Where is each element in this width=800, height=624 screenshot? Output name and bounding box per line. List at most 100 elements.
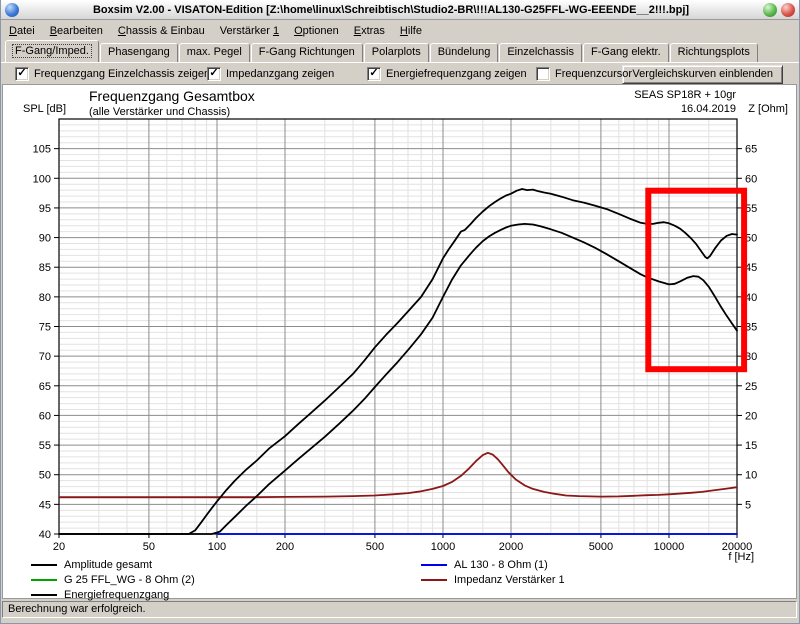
chart-panel: 40 45 50 55 60 65 70 75 80 85 90 95 100 105 5 10 15 20 25 3… bbox=[2, 84, 797, 601]
checkbox-label: Frequenzcursor bbox=[555, 68, 633, 80]
checkbox-label: Frequenzgang Einzelchassis zeigen bbox=[34, 68, 211, 80]
z-tick-label-5: 5 bbox=[745, 499, 751, 511]
options-toolbar: Vergleichskurven einblenden ✓ Frequenzgan… bbox=[1, 62, 799, 84]
compare-curves-button[interactable]: Vergleichskurven einblenden bbox=[622, 65, 783, 84]
f-tick-label-20: 20 bbox=[53, 541, 65, 553]
tab-label: Bündelung bbox=[437, 46, 491, 58]
tab-phasengang[interactable]: Phasengang bbox=[99, 43, 178, 62]
chart-subtitle: (alle Verstärker und Chassis) bbox=[89, 106, 231, 118]
legend-label: G 25 FFL_WG - 8 Ohm (2) bbox=[64, 574, 195, 586]
annotation-rect-highlight bbox=[645, 187, 748, 373]
z-tick-label-40: 40 bbox=[745, 292, 757, 304]
tab-f-gang-imped-[interactable]: F-Gang/Imped. bbox=[5, 40, 99, 62]
f-tick-label-5000: 5000 bbox=[589, 541, 613, 553]
legend-item-impedanz-verst-rker-1: Impedanz Verstärker 1 bbox=[421, 574, 565, 586]
menu-item-datei[interactable]: Datei bbox=[9, 24, 35, 37]
y-axis-left-label: SPL [dB] bbox=[23, 103, 67, 115]
window-title: Boxsim V2.00 - VISATON-Edition [Z:\home\… bbox=[92, 3, 690, 16]
status-message: Berechnung war erfolgreich. bbox=[8, 603, 146, 615]
checkbox-box[interactable]: ✓ bbox=[367, 67, 381, 81]
spl-tick-label-55: 55 bbox=[39, 440, 51, 452]
f-tick-label-10000: 10000 bbox=[654, 541, 685, 553]
checkbox-frequenzcursor[interactable]: Frequenzcursor bbox=[536, 67, 632, 81]
f-tick-label-1000: 1000 bbox=[431, 541, 455, 553]
tab-f-gang-elektr-[interactable]: F-Gang elektr. bbox=[582, 43, 669, 62]
menu-item-hilfe[interactable]: Hilfe bbox=[399, 24, 422, 37]
tab-richtungsplots[interactable]: Richtungsplots bbox=[669, 43, 758, 62]
spl-tick-label-40: 40 bbox=[39, 529, 51, 541]
menu-item-chassis-einbau[interactable]: Chassis & Einbau bbox=[117, 24, 205, 37]
spl-tick-label-105: 105 bbox=[33, 144, 51, 156]
tab-label: F-Gang elektr. bbox=[590, 46, 661, 58]
curve-impedanz-verst-rker-1 bbox=[58, 451, 738, 499]
spl-tick-label-90: 90 bbox=[39, 233, 51, 245]
checkbox-box[interactable]: ✓ bbox=[15, 67, 29, 81]
checkbox-energiefrequenzgang-zeigen[interactable]: ✓ Energiefrequenzgang zeigen bbox=[367, 67, 527, 81]
tab-label: Phasengang bbox=[107, 46, 170, 58]
legend-line-sample bbox=[31, 564, 57, 566]
z-tick-label-55: 55 bbox=[745, 203, 757, 215]
legend-label: Impedanz Verstärker 1 bbox=[454, 574, 565, 586]
y-axis-right-label: Z [Ohm] bbox=[748, 103, 788, 115]
menu-item-verst-rker-1[interactable]: Verstärker 1 bbox=[219, 24, 280, 37]
title-bar: Boxsim V2.00 - VISATON-Edition [Z:\home\… bbox=[1, 0, 799, 20]
tab-polarplots[interactable]: Polarplots bbox=[363, 43, 429, 62]
maximize-button[interactable] bbox=[763, 2, 777, 17]
tab-max-pegel[interactable]: max. Pegel bbox=[178, 43, 250, 62]
tab-f-gang-richtungen[interactable]: F-Gang Richtungen bbox=[250, 43, 363, 62]
status-bar: Berechnung war erfolgreich. bbox=[2, 601, 797, 618]
z-tick-label-10: 10 bbox=[745, 470, 757, 482]
f-tick-label-50: 50 bbox=[143, 541, 155, 553]
curve-amplitude-gesamt bbox=[58, 188, 738, 535]
chart-title: Frequenzgang Gesamtbox bbox=[89, 88, 255, 104]
legend-item-al-130-8-ohm-1-: AL 130 - 8 Ohm (1) bbox=[421, 559, 548, 571]
legend-label: AL 130 - 8 Ohm (1) bbox=[454, 559, 548, 571]
tab-label: Polarplots bbox=[371, 46, 421, 58]
z-tick-label-15: 15 bbox=[745, 440, 757, 452]
z-tick-label-35: 35 bbox=[745, 322, 757, 334]
z-tick-label-45: 45 bbox=[745, 262, 757, 274]
spl-tick-label-85: 85 bbox=[39, 262, 51, 274]
checkbox-frequenzgang-einzelchassis-zeigen[interactable]: ✓ Frequenzgang Einzelchassis zeigen bbox=[15, 67, 210, 81]
z-tick-label-20: 20 bbox=[745, 410, 757, 422]
spl-tick-label-65: 65 bbox=[39, 381, 51, 393]
checkbox-box[interactable]: ✓ bbox=[207, 67, 221, 81]
legend-line-sample bbox=[421, 579, 447, 581]
z-tick-label-50: 50 bbox=[745, 233, 757, 245]
menu-item-optionen[interactable]: Optionen bbox=[294, 24, 339, 37]
menu-item-extras[interactable]: Extras bbox=[353, 24, 385, 37]
f-tick-label-200: 200 bbox=[276, 541, 294, 553]
x-axis-label: f [Hz] bbox=[728, 551, 754, 563]
gridlines-major bbox=[59, 119, 737, 534]
checkbox-box[interactable] bbox=[536, 67, 550, 81]
legend-item-energiefrequenzgang: Energiefrequenzgang bbox=[31, 589, 169, 601]
f-tick-label-2000: 2000 bbox=[499, 541, 523, 553]
spl-tick-label-80: 80 bbox=[39, 292, 51, 304]
spl-tick-label-45: 45 bbox=[39, 499, 51, 511]
legend-label: Amplitude gesamt bbox=[64, 559, 153, 571]
z-tick-label-30: 30 bbox=[745, 351, 757, 363]
spl-tick-label-100: 100 bbox=[33, 173, 51, 185]
legend-line-sample bbox=[31, 579, 57, 581]
checkbox-label: Energiefrequenzgang zeigen bbox=[386, 68, 527, 80]
tab-b-ndelung[interactable]: Bündelung bbox=[429, 43, 499, 62]
z-tick-label-60: 60 bbox=[745, 173, 757, 185]
spl-tick-label-75: 75 bbox=[39, 322, 51, 334]
legend-item-g-25-ffl-wg-8-ohm-2-: G 25 FFL_WG - 8 Ohm (2) bbox=[31, 574, 195, 586]
f-tick-label-20000: 20000 bbox=[722, 541, 753, 553]
window-icon-button[interactable] bbox=[5, 2, 19, 17]
tab-bar: F-Gang/Imped. Phasengang max. Pegel F-Gang … bbox=[1, 40, 799, 62]
chart-info-driver: SEAS SP18R + 10gr bbox=[634, 89, 736, 101]
menu-item-bearbeiten[interactable]: Bearbeiten bbox=[49, 24, 103, 37]
axis-ticks: 40 45 50 55 60 65 70 75 80 85 90 95 100 105 5 10 15 20 25 3… bbox=[33, 144, 758, 553]
f-tick-label-500: 500 bbox=[366, 541, 384, 553]
checkbox-impedanzgang-zeigen[interactable]: ✓ Impedanzgang zeigen bbox=[207, 67, 334, 81]
close-button[interactable] bbox=[781, 2, 795, 17]
frequency-response-chart: 40 45 50 55 60 65 70 75 80 85 90 95 100 105 5 10 15 20 25 3… bbox=[33, 118, 758, 553]
tab-einzelchassis[interactable]: Einzelchassis bbox=[499, 43, 582, 62]
spl-tick-label-95: 95 bbox=[39, 203, 51, 215]
menu-bar: Datei Bearbeiten Chassis & Einbau Verstärke… bbox=[1, 21, 799, 40]
f-tick-label-100: 100 bbox=[208, 541, 226, 553]
z-tick-label-65: 65 bbox=[745, 144, 757, 156]
